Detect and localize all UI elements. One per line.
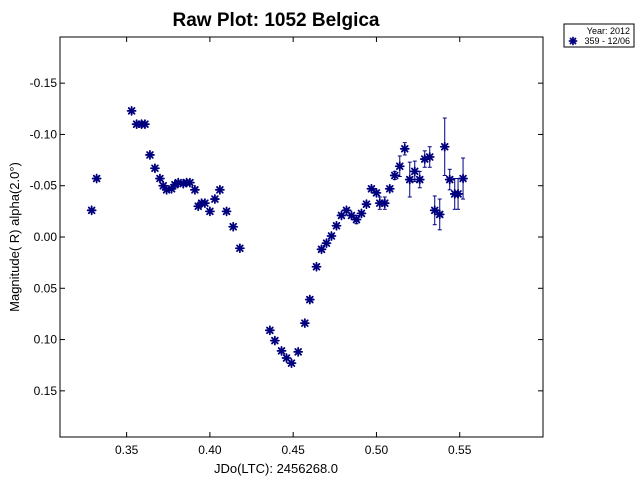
data-point — [276, 345, 287, 356]
legend-title: Year: 2012 — [587, 26, 630, 36]
data-point — [399, 143, 410, 154]
data-point — [439, 141, 450, 152]
data-point — [321, 238, 332, 249]
x-tick-label: 0.35 — [115, 443, 139, 457]
data-point — [414, 174, 425, 185]
legend-marker — [568, 36, 578, 46]
data-point — [145, 150, 155, 160]
data-point — [299, 318, 310, 329]
data-point — [389, 170, 400, 181]
y-tick-label: 0.10 — [34, 333, 58, 347]
data-point — [293, 346, 304, 357]
data-point — [228, 221, 239, 232]
data-point — [316, 244, 327, 255]
data-point — [190, 184, 200, 195]
legend-marker-symbol — [568, 36, 578, 46]
legend-box — [563, 23, 635, 48]
data-point — [199, 198, 210, 209]
data-point — [204, 206, 215, 217]
x-tick-label: 0.40 — [198, 443, 222, 457]
x-tick-label: 0.55 — [448, 443, 472, 457]
data-point — [379, 198, 390, 209]
data-point — [155, 173, 165, 184]
data-point — [346, 210, 357, 221]
y-axis: -0.15 -0.10 -0.05 0.00 0.05 0.10 0.15 — [30, 76, 543, 398]
data-point — [361, 199, 372, 210]
data-point — [326, 231, 337, 241]
data-point — [409, 166, 420, 177]
data-point — [269, 335, 280, 346]
data-point — [434, 209, 445, 220]
data-point — [286, 358, 297, 369]
data-point — [404, 174, 415, 185]
plot-area — [59, 36, 544, 438]
data-point — [214, 184, 225, 195]
data-point — [126, 105, 137, 116]
y-tick-label: 0.15 — [34, 384, 58, 398]
data-point — [264, 325, 275, 336]
data-point — [384, 183, 395, 194]
data-point — [234, 243, 245, 254]
y-tick-label: 0.00 — [34, 230, 58, 244]
legend: Year: 2012 359 - 12/06 — [563, 23, 635, 48]
data-point — [394, 161, 405, 172]
data-point — [150, 163, 160, 174]
data-point — [429, 205, 440, 216]
y-tick-label: -0.15 — [30, 76, 58, 90]
data-point — [453, 189, 463, 199]
x-tick-label: 0.50 — [365, 443, 389, 457]
data-point — [221, 206, 232, 217]
chart-title: Raw Plot: 1052 Belgica — [173, 10, 380, 31]
data-point — [311, 261, 322, 272]
y-tick-label: -0.05 — [30, 179, 58, 193]
data-point — [424, 152, 435, 162]
x-axis: 0.35 0.40 0.45 0.50 0.55 — [115, 37, 472, 457]
y-axis-label: Magnitude( R) alpha(2.0°) — [7, 162, 22, 312]
x-axis-label: JDo(LTC): 2456268.0 — [214, 461, 338, 476]
data-point — [331, 220, 342, 231]
data-point — [304, 294, 315, 305]
data-point — [140, 119, 150, 130]
data-point — [91, 173, 102, 184]
data-point — [356, 208, 367, 219]
x-tick-label: 0.45 — [281, 443, 305, 457]
y-tick-label: -0.10 — [30, 127, 58, 141]
data-point — [444, 174, 455, 185]
data-point — [351, 214, 362, 225]
data-points — [86, 105, 468, 369]
y-tick-label: 0.05 — [34, 281, 58, 295]
data-point — [86, 205, 97, 216]
data-point — [209, 194, 220, 204]
legend-entry-label: 359 - 12/06 — [584, 36, 630, 46]
data-point — [458, 173, 468, 184]
data-point — [185, 177, 195, 188]
data-point — [371, 187, 382, 198]
